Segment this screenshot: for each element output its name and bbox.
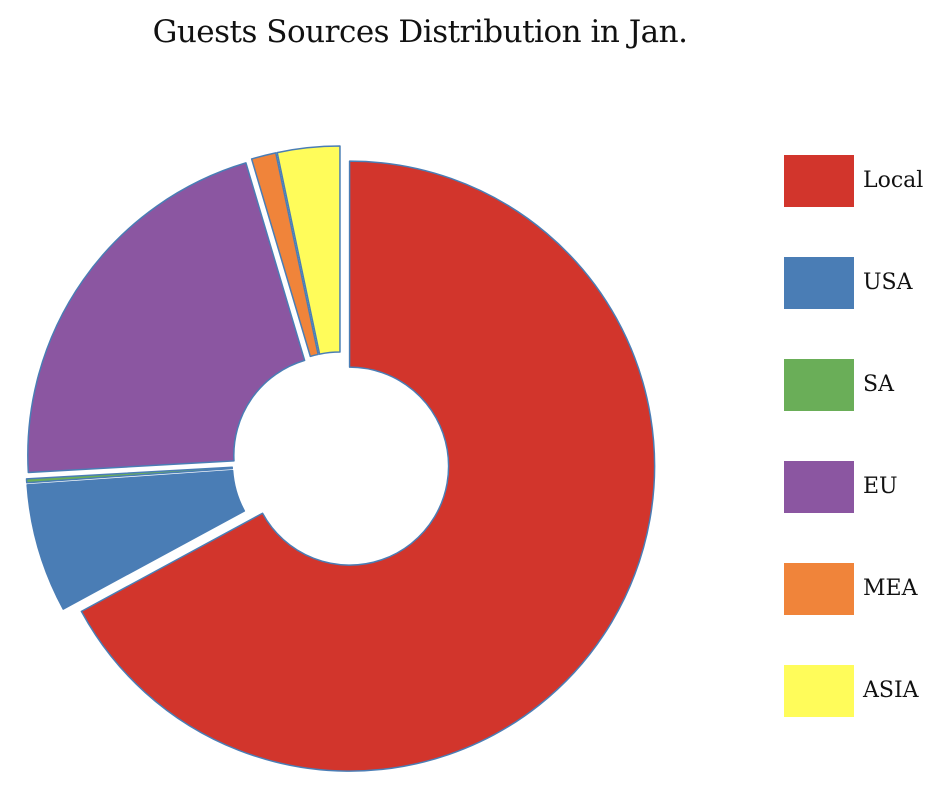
legend-item-sa: SA <box>784 359 944 411</box>
legend-swatch-mea <box>784 563 854 615</box>
legend-swatch-eu <box>784 461 854 513</box>
legend-swatch-sa <box>784 359 854 411</box>
legend-label-sa: SA <box>863 372 894 397</box>
legend-label-local: Local <box>863 168 924 193</box>
legend-label-usa: USA <box>863 270 913 295</box>
legend-item-asia: ASIA <box>784 665 944 717</box>
slice-mea <box>250 152 319 358</box>
legend-item-mea: MEA <box>784 563 944 615</box>
legend-label-mea: MEA <box>863 576 918 601</box>
legend-swatch-asia <box>784 665 854 717</box>
legend-swatch-local <box>784 155 854 207</box>
legend-label-eu: EU <box>863 474 898 499</box>
legend-item-local: Local <box>784 155 944 207</box>
slice-local <box>80 160 656 772</box>
legend-item-eu: EU <box>784 461 944 513</box>
chart-title: Guests Sources Distribution in Jan. <box>152 14 688 50</box>
slice-usa <box>26 469 246 610</box>
slice-asia <box>276 145 341 355</box>
legend-label-asia: ASIA <box>863 678 919 703</box>
legend-swatch-usa <box>784 257 854 309</box>
legend-item-usa: USA <box>784 257 944 309</box>
slice-sa <box>25 466 234 484</box>
slice-eu <box>27 162 306 474</box>
